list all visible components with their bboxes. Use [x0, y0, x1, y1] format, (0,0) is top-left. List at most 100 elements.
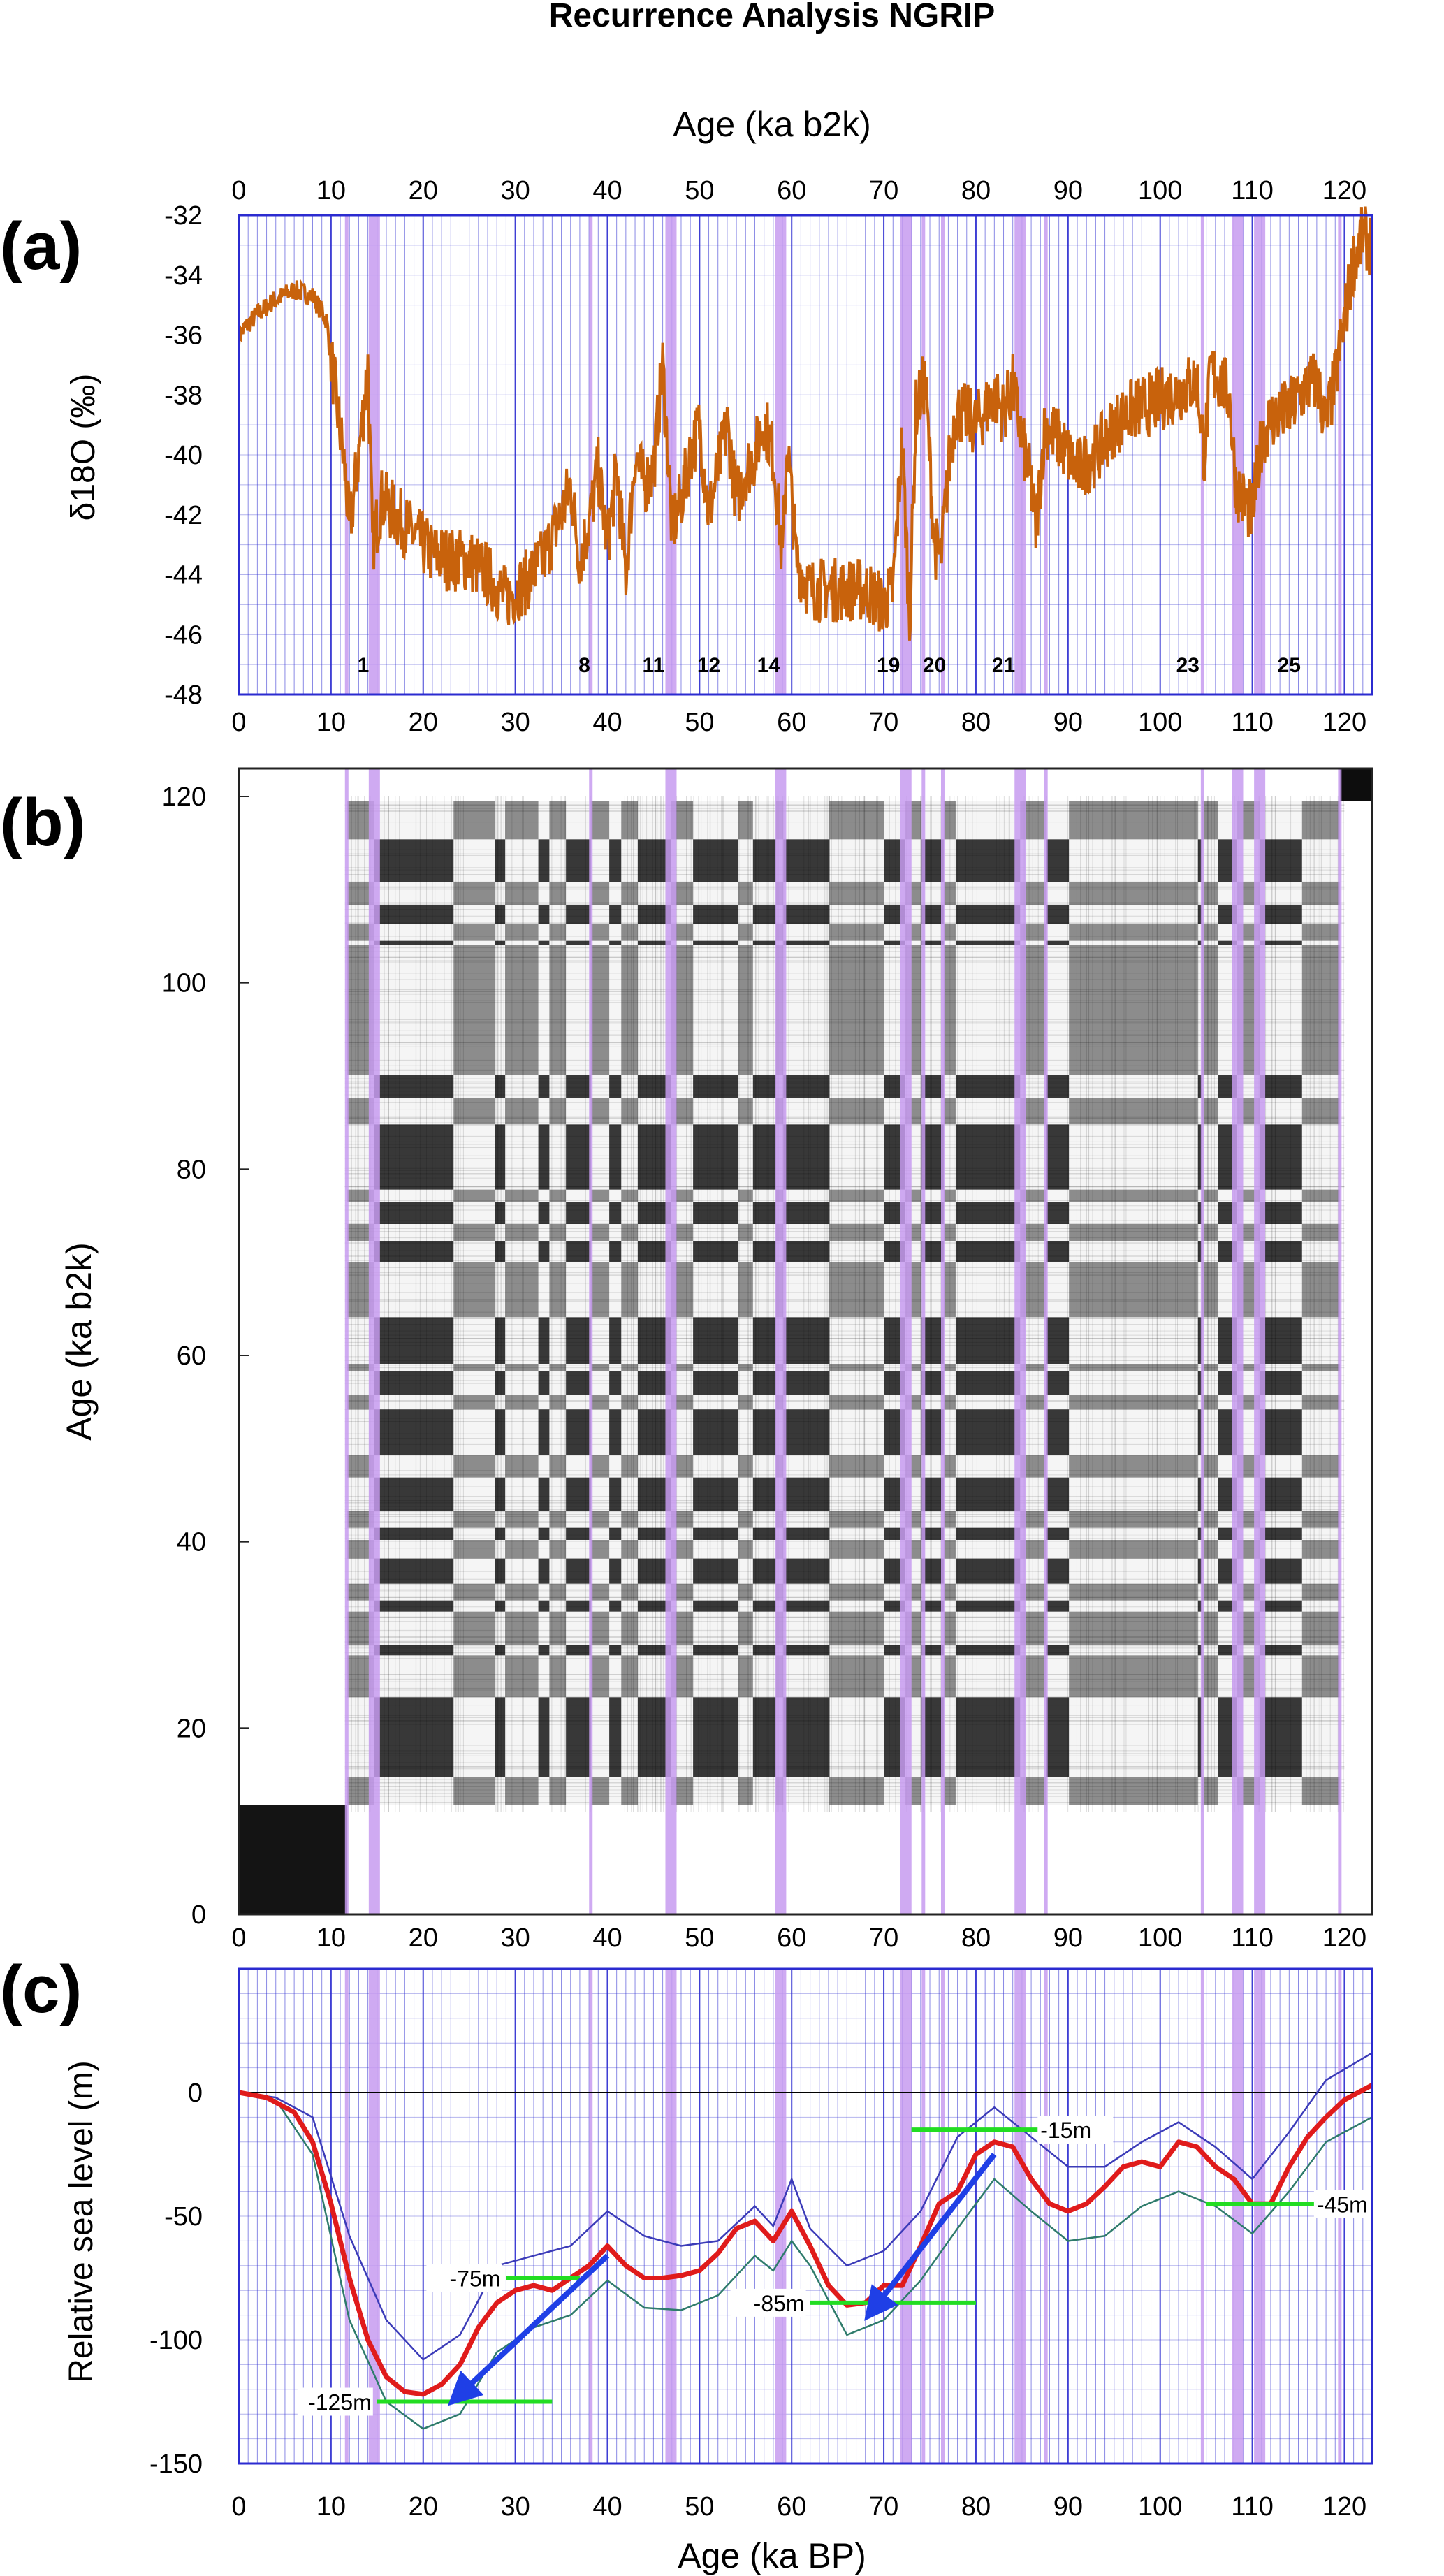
recurrence-block [738, 1477, 753, 1511]
recurrence-block [783, 1202, 830, 1224]
recurrence-block [693, 1262, 738, 1318]
recurrence-block [738, 1540, 753, 1559]
recurrence-block [783, 1611, 830, 1645]
recurrence-block [549, 1777, 567, 1805]
recurrence-block [1069, 1224, 1198, 1241]
recurrence-block [621, 1098, 638, 1125]
recurrence-block [783, 1558, 830, 1584]
recurrence-block [1260, 882, 1302, 905]
recurrence-block [590, 945, 610, 1075]
recurrence-block [943, 1075, 956, 1098]
recurrence-block [783, 924, 830, 941]
recurrence-block [921, 1455, 944, 1478]
recurrence-block [505, 1409, 539, 1455]
recurrence-block [829, 1558, 884, 1584]
recurrence-block [1046, 1317, 1070, 1364]
recurrence-block [453, 1455, 495, 1478]
recurrence-block [495, 1241, 506, 1262]
recurrence-block [347, 1189, 374, 1202]
recurrence-block [505, 1371, 539, 1395]
recurrence-block [1197, 1124, 1202, 1190]
recurrence-block [621, 1364, 638, 1371]
recurrence-block [921, 1611, 944, 1645]
recurrence-block [505, 1124, 539, 1190]
recurrence-block [566, 1477, 591, 1511]
recurrence-block [1202, 1098, 1218, 1125]
event-band [1014, 769, 1026, 1914]
recurrence-block [693, 1655, 738, 1698]
recurrence-block [453, 905, 495, 924]
y-tick-label: -42 [164, 501, 203, 530]
panel-a-top-axis-label: Age (ka b2k) [673, 105, 870, 144]
recurrence-block [538, 1317, 550, 1364]
recurrence-block [738, 1600, 753, 1612]
recurrence-block [783, 1189, 830, 1202]
event-band [1232, 769, 1244, 1914]
recurrence-block [943, 1777, 956, 1805]
recurrence-block [752, 1645, 776, 1656]
recurrence-block [1260, 839, 1302, 882]
recurrence-block [1202, 1583, 1218, 1601]
recurrence-block [1301, 1395, 1340, 1410]
panel-b-y-axis-label: Age (ka b2k) [59, 1242, 99, 1440]
recurrence-block [955, 1224, 1021, 1241]
recurrence-block [505, 801, 539, 840]
recurrence-block [549, 1583, 567, 1601]
recurrence-block [1020, 940, 1046, 945]
recurrence-block [1301, 1611, 1340, 1645]
recurrence-block [829, 882, 884, 905]
recurrence-block [752, 1364, 776, 1371]
event-number-label: 14 [757, 654, 781, 677]
recurrence-block [1046, 924, 1070, 941]
y-tick-label: -100 [149, 2326, 203, 2355]
recurrence-block [538, 1527, 550, 1540]
recurrence-block [783, 1262, 830, 1318]
recurrence-block [738, 1697, 753, 1777]
recurrence-block [1301, 1371, 1340, 1395]
recurrence-block [783, 1124, 830, 1190]
recurrence-block [505, 1364, 539, 1371]
recurrence-block [943, 1371, 956, 1395]
recurrence-block [752, 1395, 776, 1410]
recurrence-block [884, 1364, 905, 1371]
recurrence-block [783, 1645, 830, 1656]
recurrence-block [1260, 1558, 1302, 1584]
recurrence-block [1046, 905, 1070, 924]
recurrence-block [1301, 1583, 1340, 1601]
recurrence-block [566, 1124, 591, 1190]
recurrence-block [374, 1697, 454, 1777]
recurrence-block [453, 1511, 495, 1528]
recurrence-block [738, 1124, 753, 1190]
x-tick-label: 90 [1053, 708, 1083, 737]
x-tick-label: 60 [777, 176, 806, 205]
recurrence-block [538, 1124, 550, 1190]
x-tick-label: 80 [961, 708, 991, 737]
recurrence-block [590, 1224, 610, 1241]
recurrence-block [671, 1364, 694, 1371]
recurrence-block [590, 1124, 610, 1190]
recurrence-block [590, 1364, 610, 1371]
recurrence-block [1046, 801, 1070, 840]
recurrence-block [621, 1455, 638, 1478]
recurrence-block [1237, 1364, 1260, 1371]
x-tick-label: 100 [1138, 2492, 1182, 2522]
recurrence-block [921, 1645, 944, 1656]
recurrence-block [549, 1241, 567, 1262]
recurrence-block [538, 801, 550, 840]
recurrence-block [495, 1477, 506, 1511]
recurrence-block [1202, 1224, 1218, 1241]
recurrence-block [693, 1600, 738, 1612]
recurrence-block [1260, 1645, 1302, 1656]
recurrence-block [693, 924, 738, 941]
recurrence-block [621, 1395, 638, 1410]
recurrence-block [453, 1697, 495, 1777]
recurrence-block [549, 1558, 567, 1584]
recurrence-block [921, 882, 944, 905]
panel-a-frame [238, 214, 1373, 696]
recurrence-block [1202, 1511, 1218, 1528]
recurrence-block [943, 1540, 956, 1559]
recurrence-block [549, 1455, 567, 1478]
recurrence-block [374, 924, 454, 941]
recurrence-block [495, 1395, 506, 1410]
recurrence-block [538, 1395, 550, 1410]
